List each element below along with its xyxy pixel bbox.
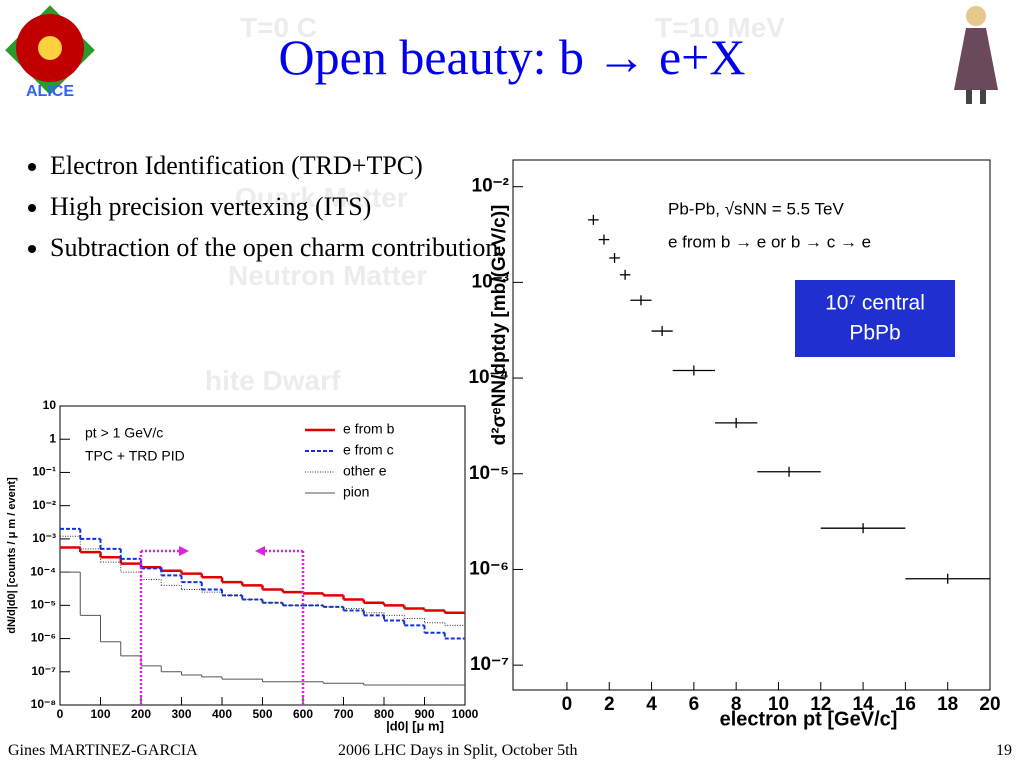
logo-text: ALICE	[26, 83, 74, 96]
y-tick-label: 10⁻⁷	[31, 664, 56, 678]
annotation: e from b → e or b → c → e	[668, 232, 871, 251]
footer-page: 19	[996, 742, 1012, 759]
info-box-text: PbPb	[849, 322, 900, 345]
x-tick-label: 6	[689, 694, 700, 715]
y-tick-label: 10⁻⁸	[31, 697, 56, 711]
x-tick-label: 2	[604, 694, 615, 715]
x-tick-label: 300	[171, 707, 191, 721]
bullet: Subtraction of the open charm contributi…	[50, 232, 510, 263]
x-tick-label: 600	[293, 707, 313, 721]
footer-event: 2006 LHC Days in Split, October 5th	[338, 742, 578, 759]
x-tick-label: 400	[212, 707, 232, 721]
legend-label: pion	[343, 484, 369, 500]
y-tick-label: 1	[49, 431, 56, 445]
plot-frame	[512, 159, 991, 691]
y-tick-label: 10⁻⁶	[469, 558, 509, 579]
background-text: Neutron Matter	[228, 260, 428, 291]
y-tick-label: 10⁻⁶	[31, 631, 56, 645]
y-tick-label: 10⁻²	[472, 176, 510, 197]
x-tick-label: 4	[646, 694, 657, 715]
legend-label: e from c	[343, 442, 394, 458]
cut-arrowhead	[179, 546, 189, 556]
background-text: T=10 MeV	[655, 12, 785, 43]
y-tick-label: 10⁻⁵	[31, 598, 56, 612]
background-text: T=0 C	[240, 12, 318, 43]
charts: 0 100 200 300 400 500 600 700 800 900 100010110⁻¹1…	[6, 159, 1001, 733]
y-tick-label: 10⁻⁷	[470, 654, 509, 675]
y-tick-label: 10⁻³	[472, 271, 510, 292]
y-tick-label: 10⁻⁵	[469, 463, 509, 484]
x-tick-label: 100	[90, 707, 110, 721]
y-tick-label: 10⁻⁴	[468, 367, 509, 388]
x-axis-label: electron pt [GeV/c]	[720, 708, 898, 730]
legend-label: other e	[343, 463, 387, 479]
background-text: Quark Matter	[235, 182, 408, 213]
footer-author: Gines MARTINEZ-GARCIA	[8, 742, 198, 759]
y-axis-label: dN/d|d0| [counts / μ m / event]	[6, 477, 18, 634]
cut-arrowhead	[255, 546, 265, 556]
slide-title: Open beauty: b → e+X	[278, 29, 746, 85]
y-tick-label: 10⁻²	[32, 498, 56, 512]
bullet: Electron Identification (TRD+TPC)	[50, 150, 510, 181]
x-tick-label: 700	[333, 707, 353, 721]
decoration	[954, 6, 998, 104]
plot-frame	[59, 405, 466, 706]
x-tick-label: 1000	[452, 707, 479, 721]
logo: ALICE	[5, 5, 95, 96]
x-tick-label: 18	[937, 694, 958, 715]
y-tick-label: 10	[43, 398, 57, 412]
annotation: TPC + TRD PID	[85, 448, 185, 464]
bullet-list: Electron Identification (TRD+TPC) High p…	[18, 150, 510, 273]
info-box-text: 10⁷ central	[825, 292, 925, 315]
x-tick-label: 800	[374, 707, 394, 721]
x-tick-label: 0	[562, 694, 573, 715]
x-tick-label: 500	[252, 707, 272, 721]
annotation: pt > 1 GeV/c	[85, 425, 163, 441]
info-box	[795, 280, 955, 357]
legend-label: e from b	[343, 421, 395, 437]
y-tick-label: 10⁻⁴	[30, 564, 56, 578]
x-tick-label: 12	[810, 694, 831, 715]
x-tick-label: 0	[57, 707, 64, 721]
x-axis-label: |d0| [μ m]	[386, 718, 444, 733]
x-tick-label: 14	[853, 694, 875, 715]
x-tick-label: 20	[979, 694, 1000, 715]
annotation: Pb-Pb, √sNN = 5.5 TeV	[668, 199, 844, 218]
x-tick-label: 900	[414, 707, 434, 721]
y-tick-label: 10⁻¹	[32, 465, 56, 479]
x-tick-label: 16	[895, 694, 916, 715]
background-text: hite Dwarf	[205, 365, 341, 396]
y-tick-label: 10⁻³	[32, 531, 56, 545]
x-tick-label: 8	[731, 694, 742, 715]
x-tick-label: 200	[131, 707, 151, 721]
y-axis-label: d²σᵉNN/dptdy [mb/(GeV/c)]	[489, 205, 510, 446]
bullet: High precision vertexing (ITS)	[50, 191, 510, 222]
x-tick-label: 10	[768, 694, 789, 715]
